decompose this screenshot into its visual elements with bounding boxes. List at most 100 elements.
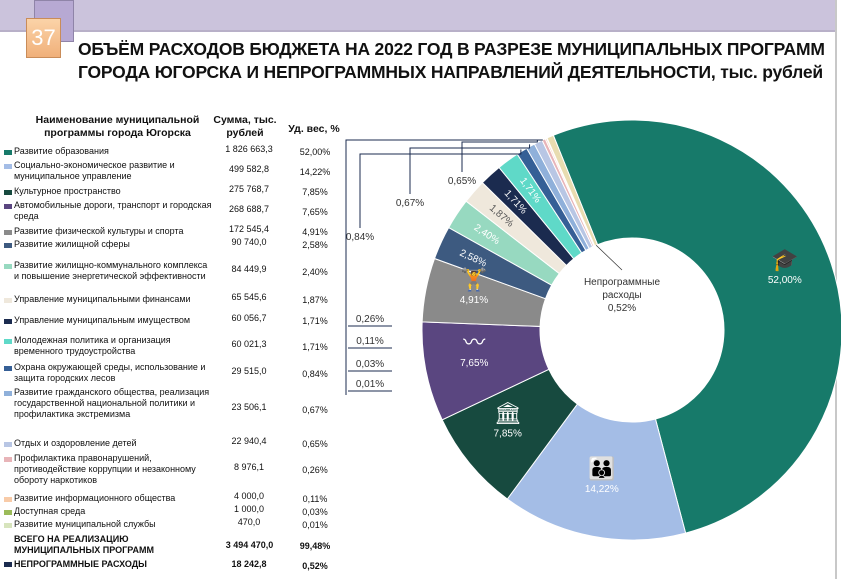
legend-swatch	[4, 319, 12, 324]
legend-swatch	[4, 391, 12, 396]
donut-slice	[546, 134, 599, 247]
legend-sum: 65 545,6	[231, 292, 267, 302]
nonprogram-name: НЕПРОГРАММНЫЕ РАСХОДЫ	[14, 559, 147, 569]
legend-swatch	[4, 366, 12, 371]
legend-sum: 4 000,0	[233, 491, 265, 501]
header-pct: Уд. вес, %	[288, 123, 340, 135]
legend-pct: 0,26%	[302, 465, 328, 475]
legend-pct: 1,71%	[302, 341, 328, 352]
legend-pct: 0,84%	[302, 368, 328, 379]
leader-line	[409, 144, 531, 194]
legend-program-name: Отдых и оздоровление детей	[14, 438, 137, 448]
donut-slice	[506, 403, 687, 541]
legend-pct: 0,03%	[302, 507, 328, 517]
legend-sum: 1 826 663,3	[225, 144, 273, 154]
slide-title: ОБЪЁМ РАСХОДОВ БЮДЖЕТА НА 2022 ГОД В РАЗ…	[78, 38, 825, 84]
legend-pct: 2,58%	[302, 240, 328, 250]
legend-pct: 0,67%	[302, 404, 328, 415]
legend-program-name: Развитие гражданского общества, реализац…	[14, 387, 210, 419]
nonprogram-sum: 18 242,8	[231, 559, 267, 569]
slice-label: 4,91%	[460, 295, 488, 306]
weightlifter-icon: 🏋	[460, 267, 487, 292]
graduation-cap-icon: 🎓	[771, 247, 798, 272]
road-icon: 〰	[463, 330, 485, 355]
legend-program-name: Социально-экономическое развитие и муниц…	[14, 160, 175, 181]
legend-pct: 52,00%	[299, 147, 331, 157]
total-sum: 3 494 470,0	[225, 540, 274, 550]
legend-pct: 4,91%	[302, 227, 328, 237]
legend-swatch	[4, 442, 12, 447]
legend-sum: 268 688,7	[228, 203, 270, 214]
total-row: ВСЕГО НА РЕАЛИЗАЦИЮ МУНИЦИПАЛЬНЫХ ПРОГРА…	[0, 534, 345, 558]
donut-slice	[552, 119, 841, 534]
legend-sum: 60 056,7	[231, 313, 267, 323]
legend-sum: 90 740,0	[231, 237, 267, 247]
slice-label: 0,11%	[356, 336, 384, 347]
legend-pct: 2,40%	[302, 266, 328, 277]
total-pct: 99,48%	[299, 541, 331, 551]
slide-number: 37	[26, 18, 61, 58]
legend-program-name: Управление муниципальным имуществом	[14, 315, 191, 325]
legend-program-name: Развитие жилищной сферы	[14, 239, 130, 249]
legend-program-name: Развитие жилищно-коммунального комплекса…	[14, 260, 208, 281]
legend-swatch	[4, 204, 12, 209]
legend-sum: 172 545,4	[228, 224, 270, 234]
slide-header-bar	[0, 0, 835, 32]
legend-program-name: Молодежная политика и организация времен…	[14, 335, 171, 356]
slice-label: 0,65%	[448, 176, 476, 187]
legend-sum: 23 506,1	[231, 401, 267, 412]
legend-pct: 7,85%	[302, 187, 328, 197]
slice-label: 7,85%	[494, 428, 522, 439]
slice-label: 0,84%	[346, 232, 374, 243]
legend-program-name: Развитие образования	[14, 146, 109, 156]
total-name: ВСЕГО НА РЕАЛИЗАЦИЮ МУНИЦИПАЛЬНЫХ ПРОГРА…	[14, 534, 154, 555]
legend-sum: 499 582,8	[228, 163, 270, 174]
center-label: Непрограммные	[584, 277, 661, 288]
museum-icon: 🏛	[494, 400, 522, 425]
legend-sum: 8 976,1	[233, 462, 265, 472]
header-sum: Сумма, тыс. рублей	[213, 114, 277, 139]
legend-program-name: Развитие физической культуры и спорта	[14, 226, 184, 236]
slice-label: 0,67%	[396, 198, 424, 209]
slice-label: 0,01%	[356, 379, 384, 390]
legend-swatch	[4, 164, 12, 169]
leader-line	[345, 139, 543, 395]
legend-program-name: Профилактика правонарушений, противодейс…	[14, 453, 196, 485]
nonprogram-pct: 0,52%	[302, 561, 328, 571]
legend-program-name: Доступная среда	[14, 506, 86, 516]
legend-swatch	[4, 457, 12, 462]
center-label: расходы	[602, 290, 641, 301]
legend-sum: 84 449,9	[231, 263, 267, 274]
legend-program-name: Автомобильные дороги, транспорт и городс…	[14, 200, 212, 221]
slice-label: 7,65%	[460, 358, 488, 369]
legend-program-name: Управление муниципальными финансами	[14, 294, 191, 304]
title-line-2: ГОРОДА ЮГОРСКА И НЕПРОГРАММНЫХ НАПРАВЛЕН…	[78, 62, 823, 82]
legend-program-name: Развитие муниципальной службы	[14, 519, 156, 529]
legend-swatch	[4, 562, 12, 567]
legend-sum: 29 515,0	[231, 365, 267, 376]
leader-line	[461, 140, 538, 172]
leader-line	[595, 245, 623, 271]
legend-sum: 470,0	[237, 517, 261, 527]
legend-pct: 1,87%	[302, 295, 328, 305]
legend-pct: 14,22%	[299, 166, 331, 177]
legend-swatch	[4, 230, 12, 235]
legend-sum: 275 768,7	[228, 184, 270, 194]
legend-pct: 1,71%	[302, 316, 328, 326]
legend-swatch	[4, 510, 12, 515]
header-name: Наименование муниципальной программы гор…	[35, 114, 200, 139]
legend-program-name: Развитие информационного общества	[14, 493, 176, 503]
center-value: 0,52%	[608, 303, 636, 314]
legend-pct: 0,01%	[302, 520, 328, 530]
legend-swatch	[4, 298, 12, 303]
legend-swatch	[4, 523, 12, 528]
slice-label: 0,26%	[356, 314, 384, 325]
legend-sum: 22 940,4	[231, 436, 267, 446]
legend-swatch	[4, 190, 12, 195]
legend-program-name: Охрана окружающей среды, использование и…	[14, 362, 206, 383]
leader-line	[359, 149, 522, 228]
legend-pct: 0,11%	[302, 494, 328, 504]
legend-swatch	[4, 150, 12, 155]
slice-label: 14,22%	[585, 484, 619, 495]
slice-label: 0,03%	[356, 359, 384, 370]
